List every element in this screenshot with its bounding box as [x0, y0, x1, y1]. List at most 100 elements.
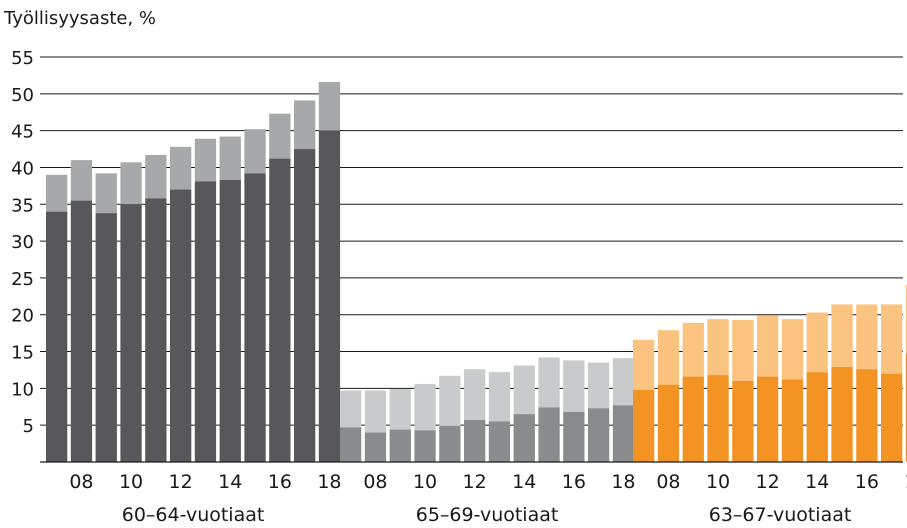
bar-lower-segment — [831, 367, 853, 462]
bar-upper-segment — [244, 129, 266, 174]
bar-lower-segment — [145, 198, 167, 462]
x-tick-label: 12 — [756, 471, 780, 493]
bar-lower-segment — [318, 130, 341, 463]
x-tick-label: 14 — [218, 471, 242, 493]
x-tick-label: 08 — [363, 471, 387, 493]
y-tick-label: 10 — [11, 379, 34, 400]
x-tick-label: 14 — [512, 471, 536, 493]
bar-lower-segment — [588, 408, 610, 462]
bar-lower-segment — [70, 200, 93, 462]
bar-upper-segment — [340, 390, 362, 428]
x-tick-label: 10 — [119, 471, 143, 493]
group-labels: 60–64-vuotiaat 65–69-vuotiaat 63–67-vuotia… — [122, 504, 852, 526]
bar-group — [46, 82, 341, 463]
bar-upper-segment — [707, 319, 729, 376]
bar-upper-segment — [488, 372, 511, 422]
bar-lower-segment — [856, 369, 878, 462]
y-tick-label: 15 — [11, 343, 34, 364]
bar-upper-segment — [657, 330, 680, 385]
group-label: 63–67-vuotiaat — [709, 504, 852, 526]
bar-upper-segment — [732, 319, 754, 381]
bar-upper-segment — [439, 375, 461, 426]
bar-lower-segment — [881, 373, 903, 462]
bar-upper-segment — [856, 304, 878, 370]
bar-upper-segment — [269, 113, 291, 159]
bar-group — [633, 284, 907, 462]
bar-lower-segment — [682, 376, 704, 462]
bar-lower-segment — [757, 376, 779, 462]
bar-lower-segment — [95, 213, 117, 462]
bar-lower-segment — [563, 411, 585, 462]
x-tick-label: 12 — [169, 471, 193, 493]
bar-upper-segment — [194, 138, 217, 182]
group-label: 60–64-vuotiaat — [122, 504, 265, 526]
bar-lower-segment — [244, 173, 266, 462]
chart-title: Työllisyysaste, % — [3, 8, 156, 29]
x-tick-label: 16 — [268, 471, 292, 493]
bar-lower-segment — [120, 204, 142, 463]
y-tick-label: 30 — [11, 232, 34, 253]
bar-upper-segment — [364, 390, 387, 433]
bar-upper-segment — [563, 360, 585, 412]
x-tick-label: 18 — [611, 471, 635, 493]
bar-group — [340, 357, 635, 462]
x-tick-label: 14 — [805, 471, 829, 493]
bar-upper-segment — [682, 322, 704, 377]
bar-lower-segment — [194, 181, 217, 463]
bar-lower-segment — [633, 389, 655, 462]
bar-lower-segment — [781, 379, 804, 462]
bar-lower-segment — [46, 211, 68, 462]
x-tick-label: 18 — [904, 471, 907, 493]
bar-lower-segment — [170, 189, 192, 462]
y-axis-ticks: 5 10 15 20 25 30 35 40 45 50 55 — [11, 48, 34, 437]
bar-lower-segment — [612, 405, 635, 462]
bar-lower-segment — [905, 353, 907, 462]
bar-lower-segment — [707, 375, 729, 462]
bar-upper-segment — [170, 146, 192, 190]
bar-upper-segment — [757, 315, 779, 377]
bar-upper-segment — [318, 82, 341, 131]
x-tick-label: 12 — [463, 471, 487, 493]
bar-upper-segment — [831, 304, 853, 368]
bar-lower-segment — [464, 420, 486, 462]
group-label: 65–69-vuotiaat — [416, 504, 559, 526]
y-tick-label: 5 — [23, 416, 34, 437]
bar-upper-segment — [389, 389, 411, 430]
bar-upper-segment — [120, 162, 142, 205]
bar-upper-segment — [781, 319, 804, 380]
x-tick-label: 10 — [706, 471, 730, 493]
bar-upper-segment — [294, 100, 316, 150]
y-tick-label: 45 — [11, 122, 34, 143]
bar-upper-segment — [464, 369, 486, 421]
x-tick-label: 16 — [562, 471, 586, 493]
bar-lower-segment — [488, 421, 511, 462]
x-tick-label: 18 — [317, 471, 341, 493]
bar-upper-segment — [46, 174, 68, 212]
bar-lower-segment — [657, 384, 680, 462]
x-tick-label: 16 — [855, 471, 879, 493]
bar-upper-segment — [612, 358, 635, 406]
bar-lower-segment — [806, 372, 828, 462]
y-tick-label: 35 — [11, 195, 34, 216]
bar-lower-segment — [294, 149, 316, 462]
bar-lower-segment — [269, 158, 291, 463]
bar-lower-segment — [389, 429, 411, 462]
y-tick-label: 40 — [11, 158, 34, 179]
x-tick-label: 10 — [413, 471, 437, 493]
y-tick-label: 25 — [11, 269, 34, 290]
x-tick-label: 08 — [69, 471, 93, 493]
bar-lower-segment — [414, 430, 436, 462]
bar-upper-segment — [806, 312, 828, 373]
y-tick-label: 55 — [11, 48, 34, 69]
bar-upper-segment — [513, 365, 535, 415]
y-tick-label: 20 — [11, 306, 34, 327]
bar-lower-segment — [513, 414, 535, 462]
bar-upper-segment — [538, 357, 560, 408]
bars — [46, 82, 907, 463]
y-tick-label: 50 — [11, 85, 34, 106]
bar-lower-segment — [364, 432, 387, 462]
bar-upper-segment — [70, 160, 93, 201]
bar-upper-segment — [881, 304, 903, 374]
bar-upper-segment — [95, 173, 117, 214]
